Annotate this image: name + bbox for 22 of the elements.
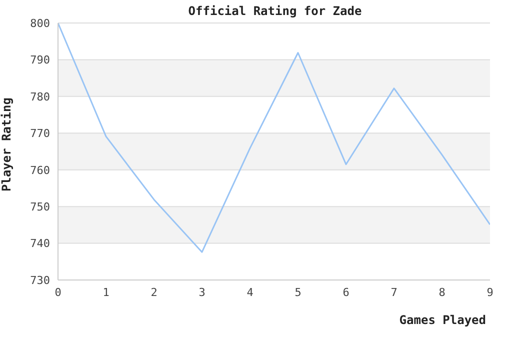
y-tick-label: 770: [30, 127, 50, 140]
y-axis-title: Player Rating: [0, 98, 14, 192]
y-tick-label: 760: [30, 164, 50, 177]
chart-title: Official Rating for Zade: [187, 4, 363, 18]
x-tick-label: 3: [198, 286, 206, 299]
x-tick-label: 0: [54, 286, 62, 299]
y-tick-label: 730: [30, 274, 50, 287]
x-tick-label: 9: [486, 286, 494, 299]
x-tick-label: 2: [150, 286, 158, 299]
x-tick-label: 6: [342, 286, 350, 299]
line-series: [58, 23, 490, 253]
x-tick-label: 8: [438, 286, 446, 299]
y-tick-label: 780: [30, 90, 50, 104]
y-tick-label: 790: [30, 54, 50, 67]
x-tick-label: 7: [390, 286, 398, 299]
y-tick-label: 800: [30, 16, 50, 30]
y-tick-label: 740: [30, 237, 50, 250]
y-tick-label: 750: [30, 200, 50, 214]
x-tick-label: 5: [294, 286, 302, 299]
x-tick-label: 1: [102, 286, 110, 299]
x-tick-label: 4: [246, 286, 254, 299]
x-axis-title: Games Played: [399, 313, 486, 327]
